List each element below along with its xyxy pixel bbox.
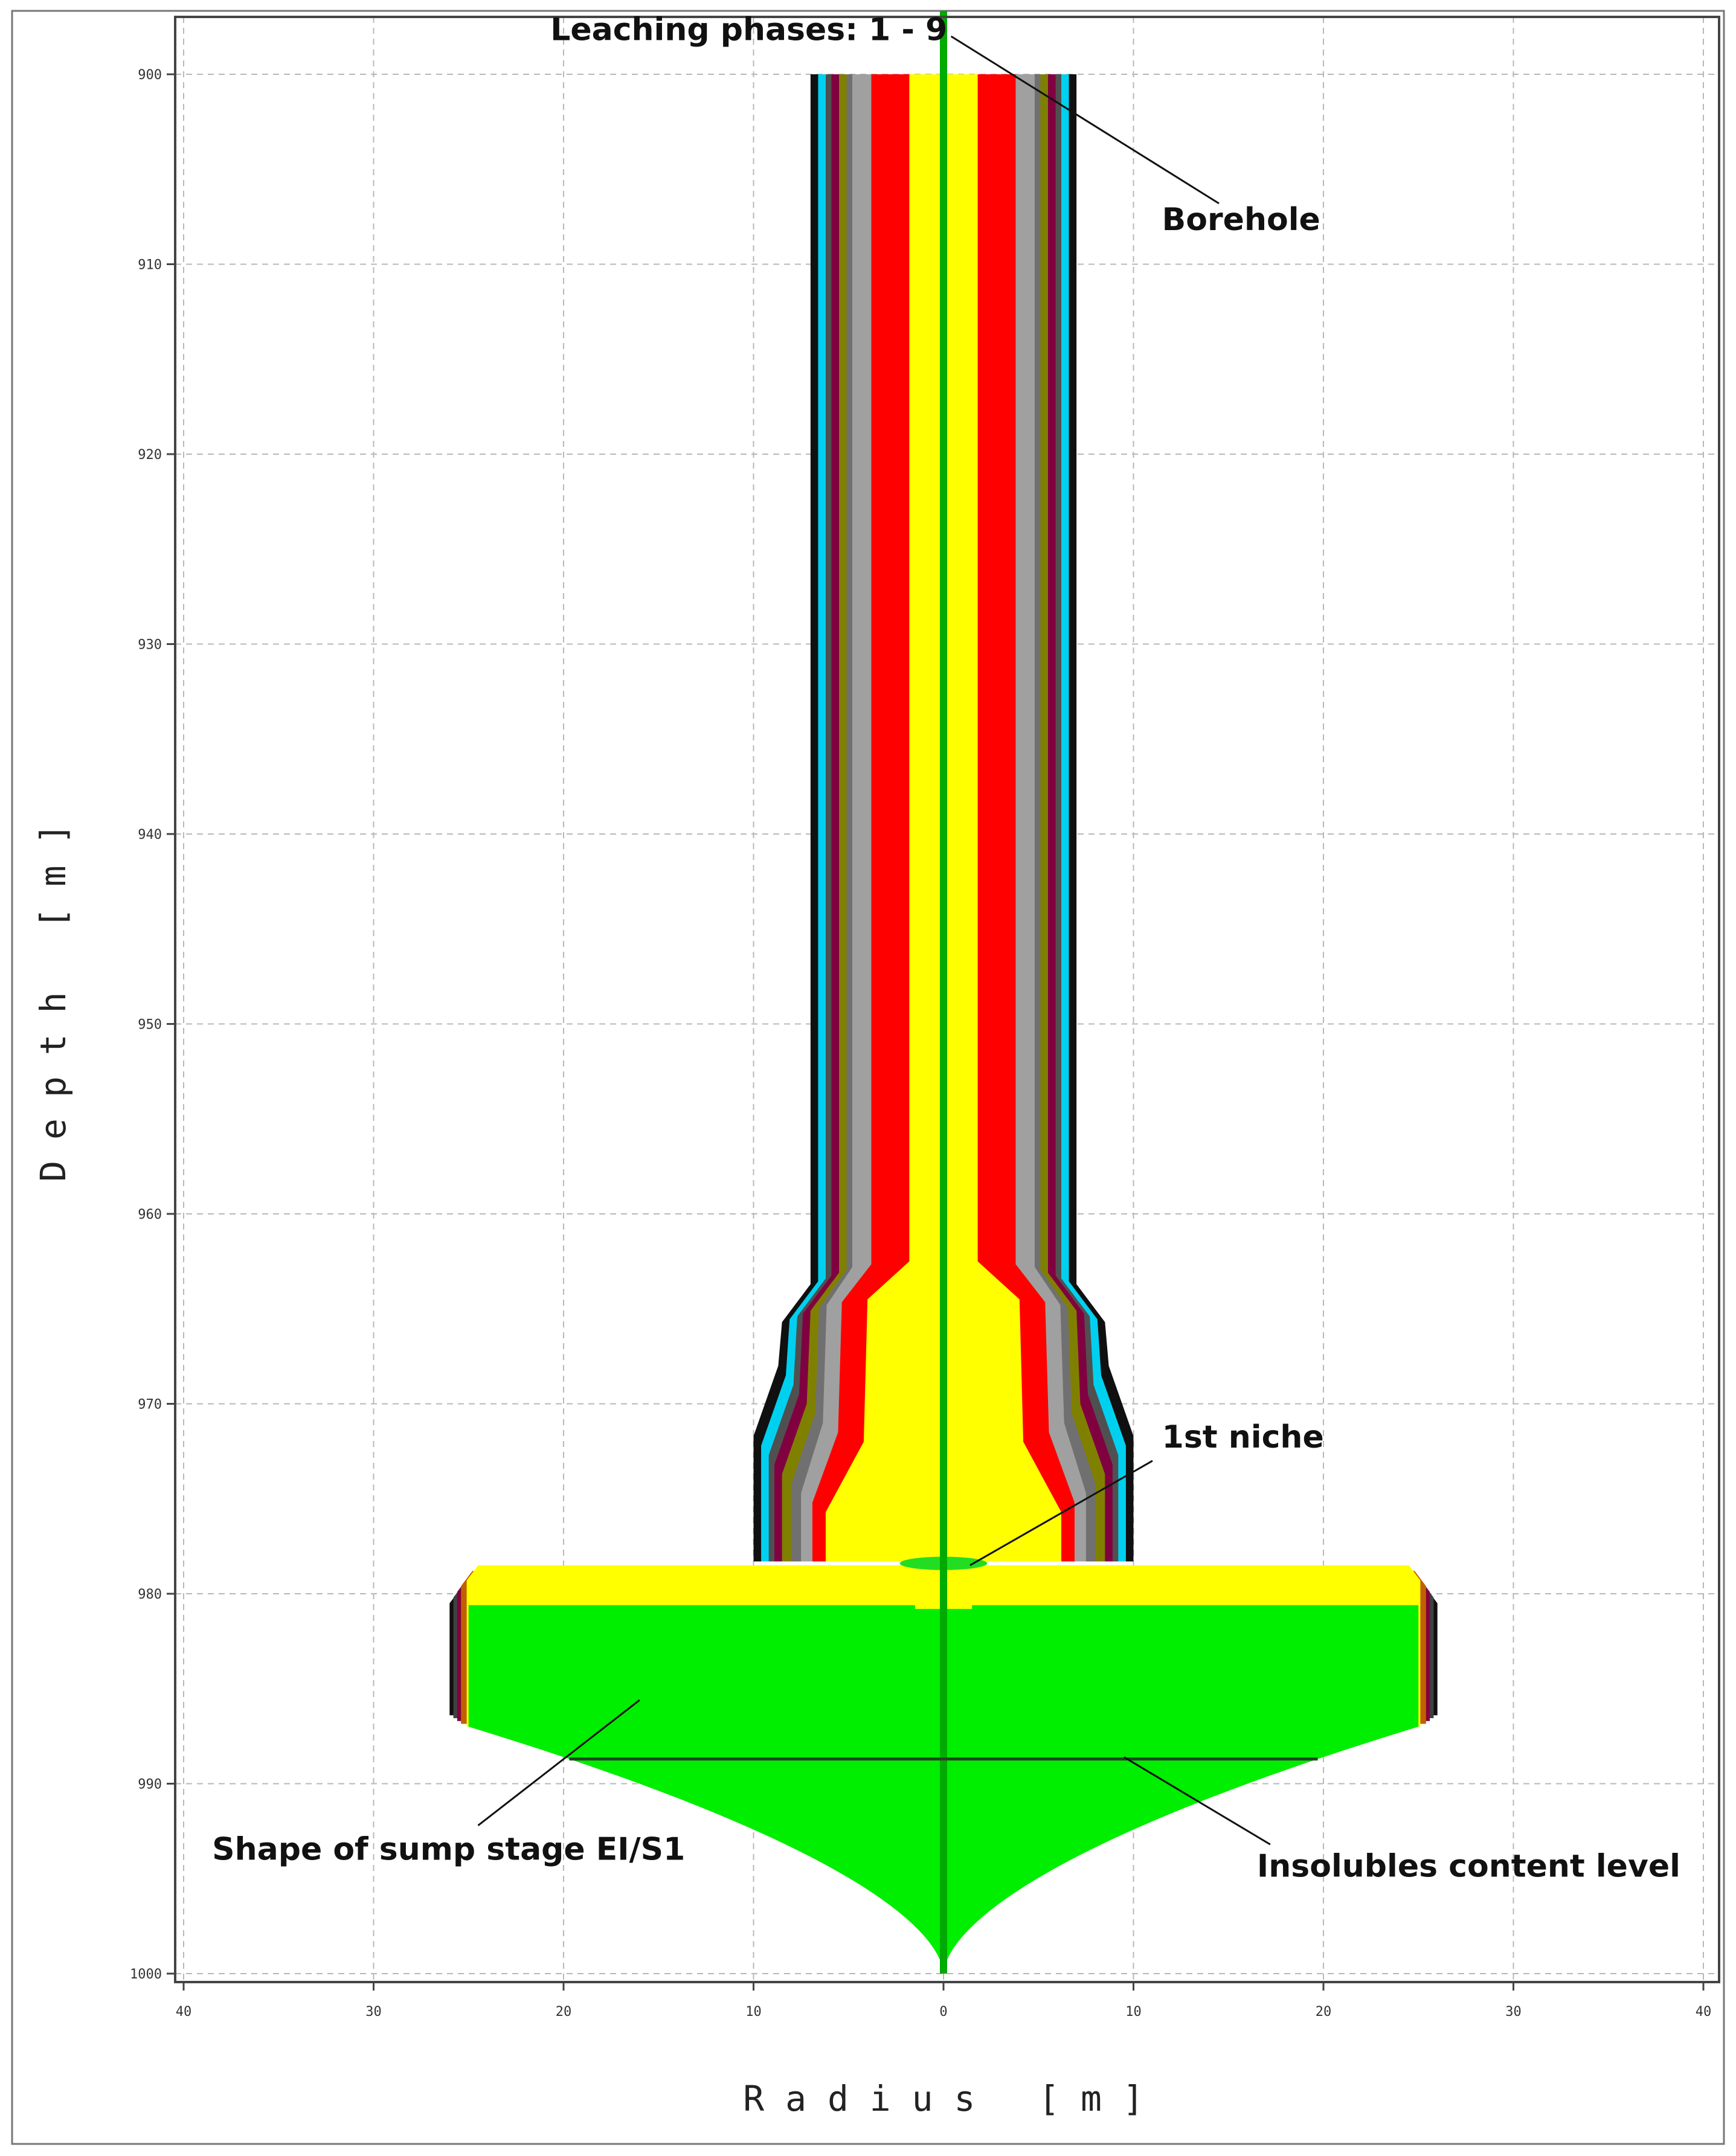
y-tick-label-6: 960 [138, 1207, 162, 1222]
x-tick-label-6: 20 [1316, 2004, 1332, 2020]
y-tick-label-3: 930 [138, 638, 162, 653]
x-tick-label-3: 10 [745, 2004, 762, 2020]
y-tick-label-10: 1000 [130, 1967, 162, 1982]
y-tick-label-5: 950 [138, 1018, 162, 1033]
y-axis-title: D e p t h [ m ] [33, 823, 74, 1182]
leader-lines [477, 35, 1271, 1846]
y-tick-label-1: 910 [138, 258, 162, 273]
x-tick-label-8: 40 [1696, 2004, 1712, 2020]
y-tick-label-8: 980 [138, 1587, 162, 1602]
y-tick-label-9: 990 [138, 1777, 162, 1792]
first-niche-label: 1st niche [1162, 1419, 1324, 1455]
y-tick-label-7: 970 [138, 1397, 162, 1413]
leader-line-1 [950, 35, 1220, 205]
x-axis-title: R a d i u s [ m ] [743, 2078, 1143, 2119]
borehole-pipe [940, 11, 947, 1974]
sump-stage-label: Shape of sump stage EI/S1 [212, 1831, 685, 1867]
annotations: Leaching phases: 1 - 9 Borehole 1st niche S… [212, 11, 1680, 1884]
insolubles-label: Insolubles content level [1257, 1849, 1680, 1885]
leader-line-3 [477, 1699, 640, 1826]
x-tick-label-5: 10 [1125, 2004, 1142, 2020]
x-tick-label-7: 30 [1505, 2004, 1522, 2020]
y-axis-ticks: 900 910 920 930 940 950 960 970 980 990 1000 [130, 68, 175, 1982]
leaching-phases-label: Leaching phases: 1 - 9 [550, 11, 947, 48]
y-tick-label-0: 900 [138, 68, 162, 83]
x-tick-label-2: 20 [556, 2004, 572, 2020]
x-tick-label-4: 0 [939, 2004, 947, 2020]
x-tick-label-0: 40 [176, 2004, 192, 2020]
borehole [940, 11, 947, 1974]
borehole-label: Borehole [1162, 202, 1320, 238]
y-tick-label-2: 920 [138, 448, 162, 463]
leader-line-4 [1124, 1756, 1271, 1846]
leader-line-2 [969, 1460, 1153, 1567]
x-axis-ticks: 40 30 20 10 0 10 20 30 40 [176, 1982, 1712, 2020]
y-tick-label-4: 940 [138, 827, 162, 842]
plot-area-border [174, 16, 1720, 1983]
x-tick-label-1: 30 [365, 2004, 382, 2020]
